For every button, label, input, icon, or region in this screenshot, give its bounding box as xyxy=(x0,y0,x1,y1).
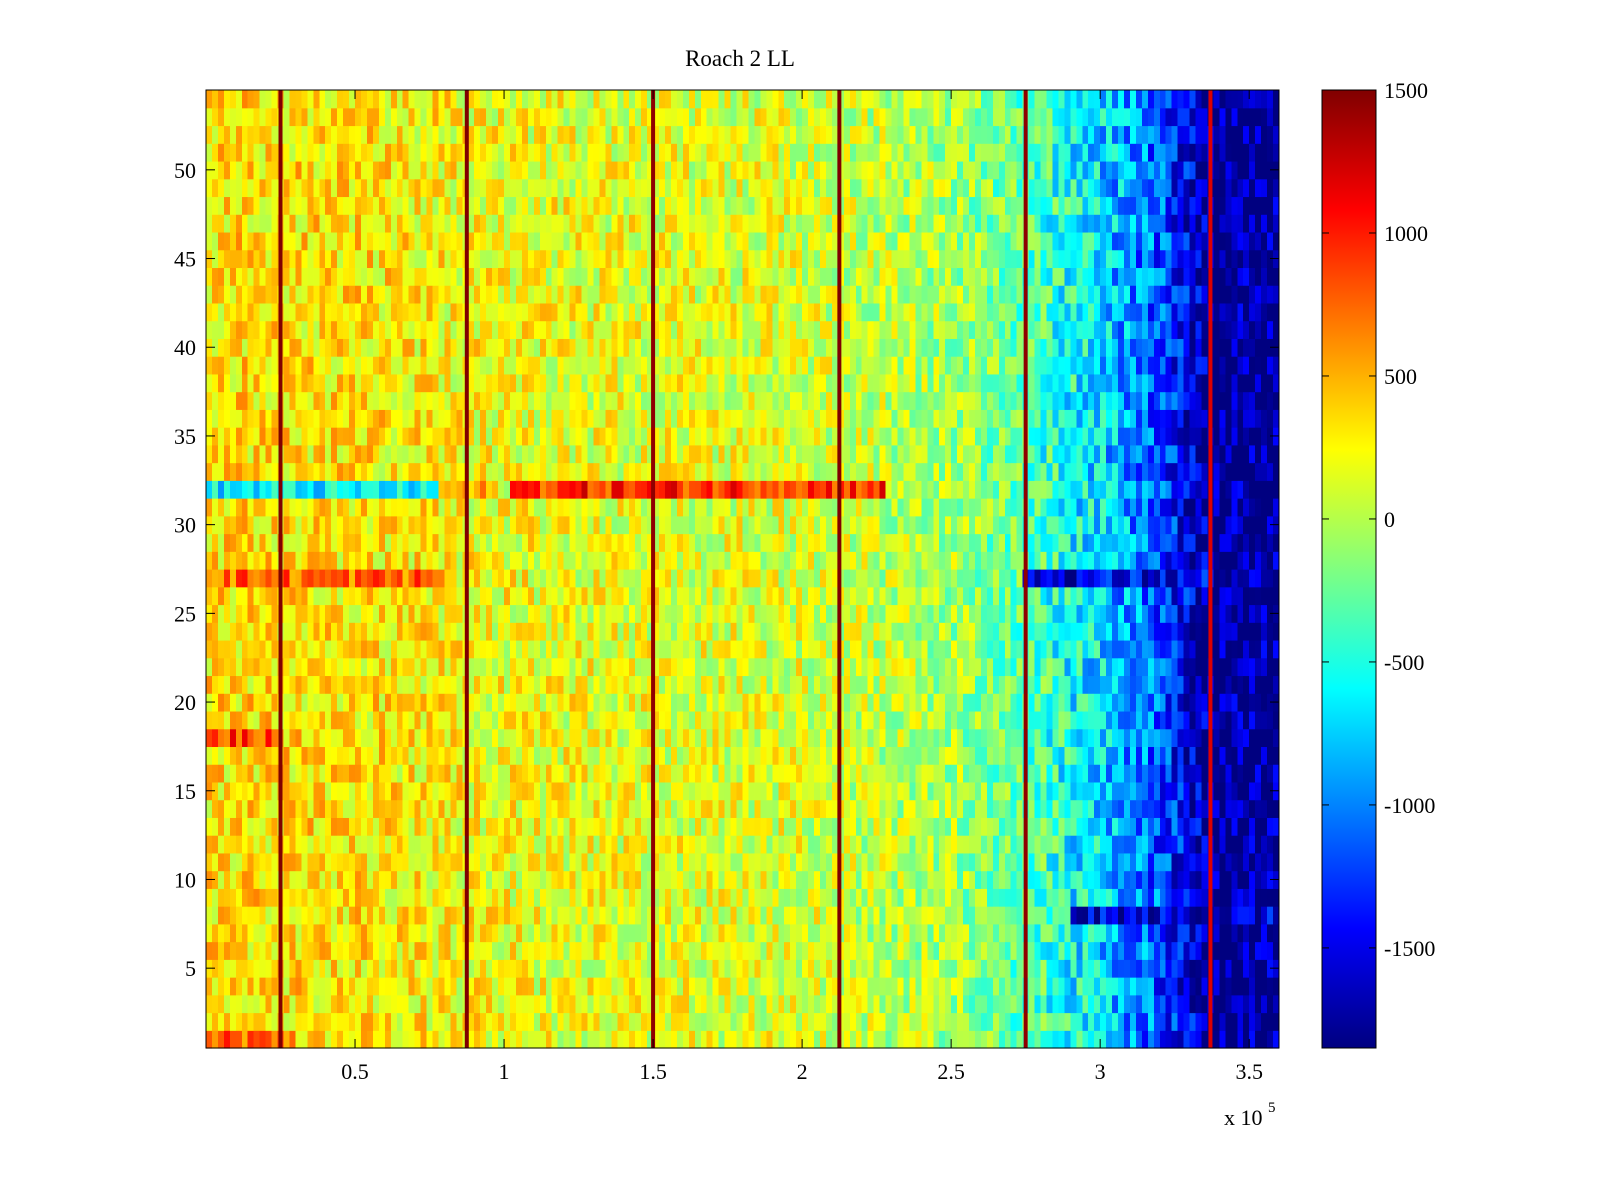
heatmap-row xyxy=(206,728,1279,748)
heatmap-row xyxy=(206,480,1279,499)
heatmap-row xyxy=(206,569,1279,588)
colorbar-frame xyxy=(1321,89,1377,1049)
heatmap-row xyxy=(206,941,1279,960)
y-tick-label: 25 xyxy=(174,601,196,626)
heatmap-row xyxy=(206,639,1279,659)
heatmap-row xyxy=(206,586,1279,606)
heatmap-row xyxy=(206,764,1279,783)
heatmap-row xyxy=(206,888,1279,907)
heatmap-row xyxy=(206,622,1279,641)
x-axis: 0.5 1 1.5 2 2.5 3 3.5 xyxy=(341,90,1263,1084)
y-tick-label: 45 xyxy=(174,247,196,272)
vertical-lines xyxy=(278,90,1213,1048)
heatmap-row xyxy=(206,959,1279,978)
x-tick-label: 1.5 xyxy=(639,1059,667,1084)
heatmap-row xyxy=(206,302,1279,322)
heatmap-row xyxy=(206,657,1279,677)
colorbar-tick-label: 1000 xyxy=(1384,221,1428,246)
heatmap-row xyxy=(206,746,1279,765)
heatmap-row xyxy=(206,391,1279,410)
heatmap-row xyxy=(206,320,1279,339)
y-tick-label: 35 xyxy=(174,424,196,449)
heatmap-row xyxy=(206,356,1279,375)
colorbar-tick-label: -500 xyxy=(1384,650,1424,675)
heatmap-cells xyxy=(206,90,1279,1049)
heatmap-row xyxy=(206,675,1279,694)
y-tick-label: 5 xyxy=(185,956,196,981)
heatmap-row xyxy=(206,427,1279,446)
y-tick-label: 10 xyxy=(174,867,196,892)
heatmap-row xyxy=(206,125,1279,144)
heatmap-row xyxy=(206,231,1279,251)
plot-area: 0.5 1 1.5 2 2.5 3 3.5 5 10 15 20 25 30 35 40 45 50 xyxy=(174,89,1280,1084)
heatmap-row xyxy=(206,799,1279,818)
x-tick-label: 3 xyxy=(1095,1059,1106,1084)
heatmap-row xyxy=(206,160,1279,180)
heatmap-row xyxy=(206,1030,1279,1049)
heatmap-row xyxy=(206,781,1279,801)
heatmap-row xyxy=(206,373,1279,393)
y-axis: 5 10 15 20 25 30 35 40 45 50 xyxy=(174,158,1279,981)
x-multiplier-label: x 10 xyxy=(1224,1105,1263,1130)
heatmap-row xyxy=(206,977,1279,996)
y-tick-label: 30 xyxy=(174,513,196,538)
heatmap-row xyxy=(206,835,1279,854)
x-multiplier-exponent: 5 xyxy=(1268,1100,1276,1116)
colorbar-tick-label: 500 xyxy=(1384,364,1417,389)
heatmap-row xyxy=(206,515,1279,535)
chart-title: Roach 2 LL xyxy=(685,46,795,71)
colorbar-tick-label: 0 xyxy=(1384,507,1395,532)
heatmap-row xyxy=(206,178,1279,198)
heatmap-row xyxy=(206,249,1279,269)
heatmap-row xyxy=(206,923,1279,943)
colorbar-tick-label: 1500 xyxy=(1384,78,1428,103)
heatmap-row xyxy=(206,143,1279,162)
heatmap-row xyxy=(206,498,1279,517)
x-tick-label: 1 xyxy=(499,1059,510,1084)
heatmap-row xyxy=(206,710,1279,730)
heatmap-row xyxy=(206,870,1279,889)
heatmap-row xyxy=(206,693,1279,712)
y-tick-label: 50 xyxy=(174,158,196,183)
x-tick-label: 2.5 xyxy=(937,1059,965,1084)
heatmap-row xyxy=(206,551,1279,570)
heatmap-row xyxy=(206,994,1279,1014)
heatmap-row xyxy=(206,444,1279,464)
heatmap-row xyxy=(206,852,1279,872)
heatmap-row xyxy=(206,214,1279,233)
y-tick-label: 40 xyxy=(174,335,196,360)
colorbar-tick-label: -1000 xyxy=(1384,793,1435,818)
heatmap-row xyxy=(206,817,1279,836)
colorbar-ticks: 1500 1000 500 0 -500 -1000 -1500 xyxy=(1322,78,1435,961)
heatmap-row xyxy=(206,285,1279,304)
heatmap-row xyxy=(206,906,1279,925)
colorbar-tick-label: -1500 xyxy=(1384,936,1435,961)
heatmap-row xyxy=(206,1012,1279,1031)
y-tick-label: 20 xyxy=(174,690,196,715)
x-tick-label: 3.5 xyxy=(1235,1059,1263,1084)
heatmap-row xyxy=(206,533,1279,552)
heatmap-row xyxy=(206,604,1279,623)
heatmap-row xyxy=(206,196,1279,215)
colorbar-fill xyxy=(1322,90,1376,1048)
heatmap-row xyxy=(206,267,1279,286)
heatmap-row xyxy=(206,107,1279,127)
heatmap-row xyxy=(206,338,1279,357)
y-tick-label: 15 xyxy=(174,779,196,804)
x-tick-label: 0.5 xyxy=(341,1059,369,1084)
heatmap-row xyxy=(206,462,1279,481)
colorbar: 1500 1000 500 0 -500 -1000 -1500 xyxy=(1321,78,1435,1049)
heatmap-row xyxy=(206,409,1279,428)
heatmap-row xyxy=(206,90,1279,109)
x-tick-label: 2 xyxy=(797,1059,808,1084)
plot-frame xyxy=(205,89,1280,1049)
